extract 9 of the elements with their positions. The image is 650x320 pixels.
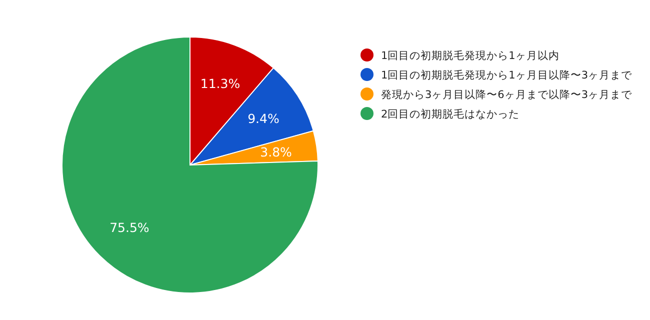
data-label: 3.8% [260,144,292,160]
legend-label: 2回目の初期脱毛はなかった [381,108,520,120]
data-label: 9.4% [248,110,280,126]
pie-slice [62,36,318,294]
legend-label: 1回目の初期脱毛発現から1ヶ月以内 [381,49,560,62]
legend-label: 1回目の初期脱毛発現から1ヶ月目以降〜3ヶ月まで [381,68,634,82]
data-label: 11.3% [200,76,240,91]
data-label: 75.5% [110,220,150,236]
legend-label: 発現から3ヶ月目以降〜6ヶ月まで以降〜3ヶ月まで [381,88,634,101]
